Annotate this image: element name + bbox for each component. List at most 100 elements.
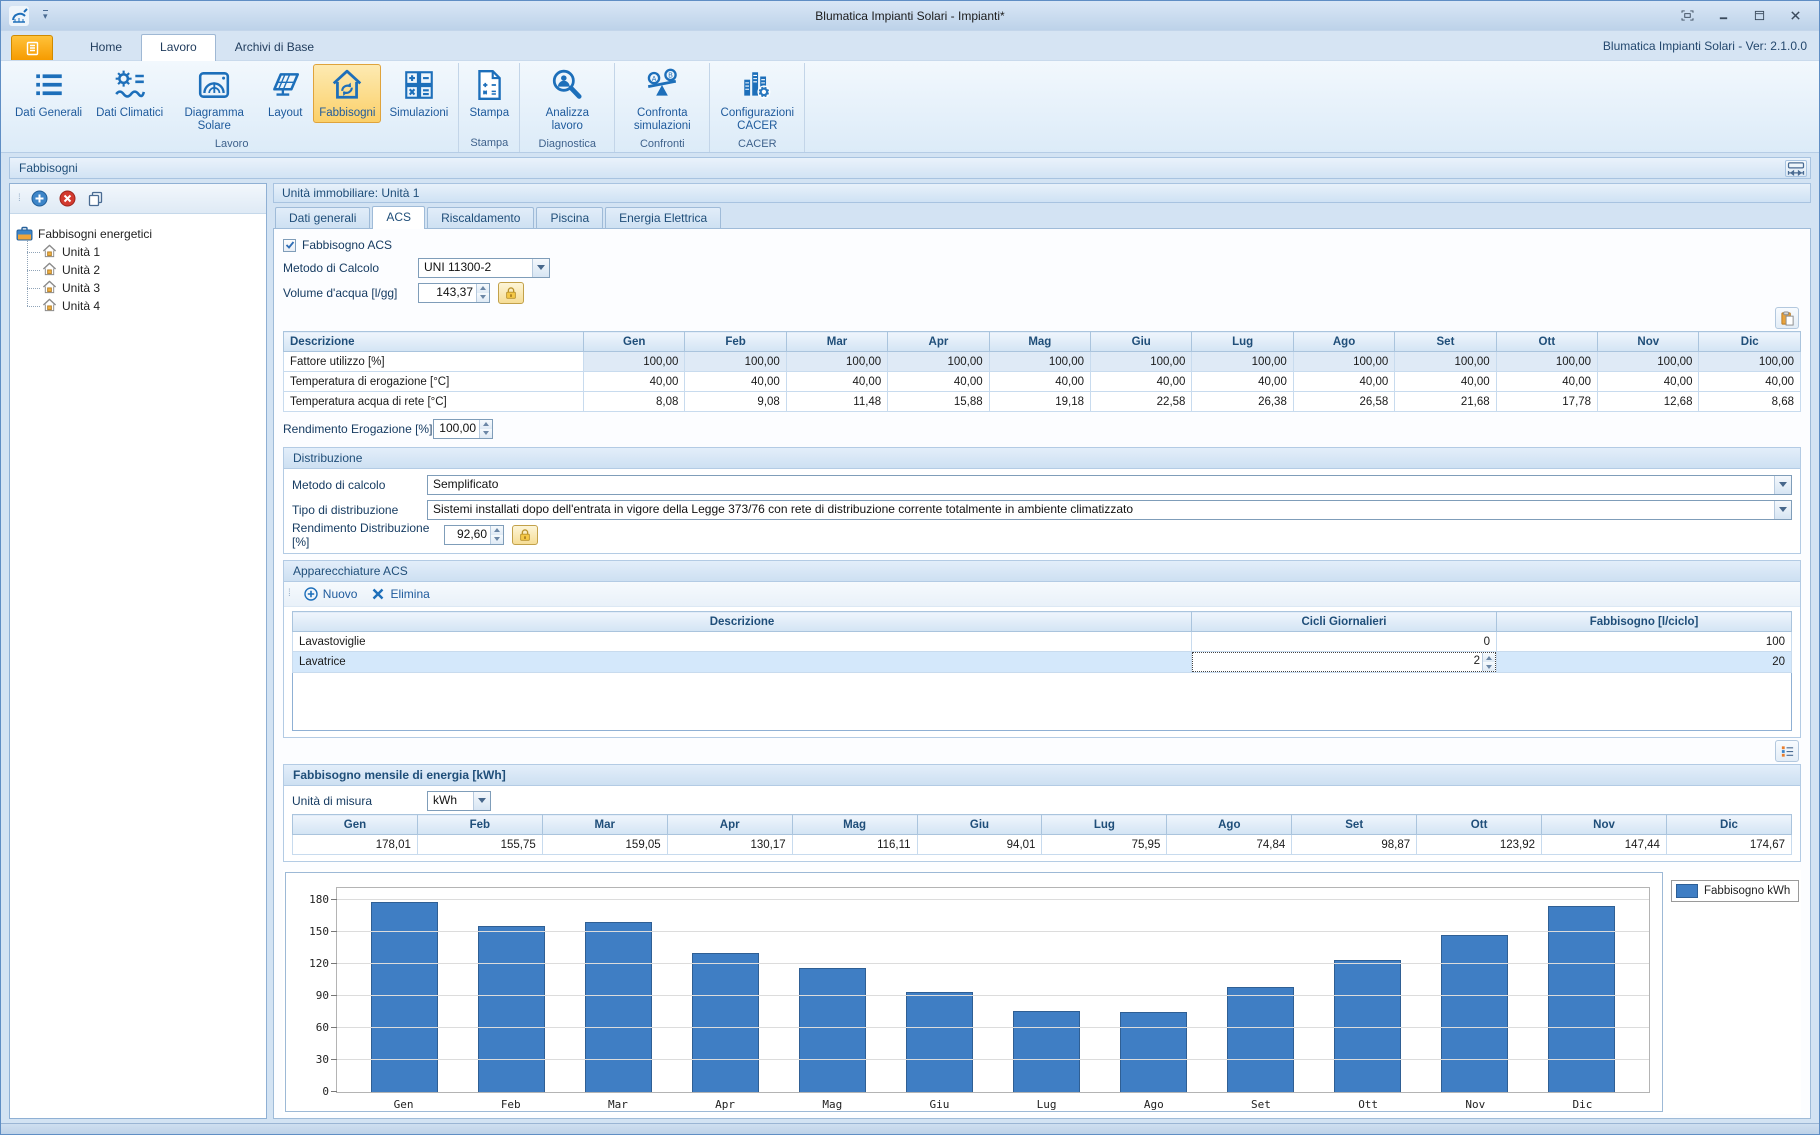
table-row[interactable]: Temperatura acqua di rete [°C]8,089,0811…	[284, 392, 1801, 412]
month-value-cell[interactable]: 40,00	[989, 372, 1090, 392]
month-value-cell[interactable]: 100,00	[786, 352, 887, 372]
energy-value-cell[interactable]: 174,67	[1666, 835, 1791, 855]
month-value-cell[interactable]: 17,78	[1496, 392, 1597, 412]
dist-metodo-combo[interactable]: Semplificato	[427, 475, 1792, 495]
maximize-icon[interactable]	[1747, 7, 1771, 24]
ribbon-button-analizza-lavoro[interactable]: Analizza lavoro	[524, 64, 610, 137]
volume-lock-button[interactable]	[498, 282, 524, 304]
tree-item-unit-3[interactable]: Unità 3	[27, 279, 260, 297]
descrizione-cell[interactable]: Lavatrice	[293, 652, 1192, 673]
copy-item-icon[interactable]	[87, 190, 104, 207]
tab-piscina[interactable]: Piscina	[536, 207, 603, 229]
energy-value-cell[interactable]: 130,17	[667, 835, 792, 855]
ribbon-button-configurazioni-cacer[interactable]: Configurazioni CACER	[714, 64, 800, 137]
fabbisogno-acs-checkbox[interactable]	[283, 239, 296, 252]
table-row-lavastoviglie[interactable]: Lavastoviglie0100	[293, 632, 1792, 652]
chevron-down-icon[interactable]	[473, 792, 490, 810]
ribbon-button-diagramma-solare[interactable]: Diagramma Solare	[171, 64, 257, 137]
month-value-cell[interactable]: 40,00	[1192, 372, 1293, 392]
tree-item-unit-4[interactable]: Unità 4	[27, 297, 260, 315]
month-value-cell[interactable]: 40,00	[1598, 372, 1699, 392]
fabbisogno-cell[interactable]: 100	[1497, 632, 1792, 652]
chevron-down-icon[interactable]	[532, 259, 549, 277]
cicli-cell[interactable]: 0	[1192, 632, 1497, 652]
metodo-calcolo-combo[interactable]: UNI 11300-2	[418, 258, 550, 278]
month-value-cell[interactable]: 21,68	[1395, 392, 1496, 412]
month-value-cell[interactable]: 12,68	[1598, 392, 1699, 412]
paste-button[interactable]	[1775, 307, 1799, 329]
month-value-cell[interactable]: 40,00	[1293, 372, 1394, 392]
tab-acs[interactable]: ACS	[372, 206, 425, 229]
month-value-cell[interactable]: 100,00	[1598, 352, 1699, 372]
month-value-cell[interactable]: 40,00	[1395, 372, 1496, 392]
dist-tipo-combo[interactable]: Sistemi installati dopo dell'entrata in …	[427, 500, 1792, 520]
month-value-cell[interactable]: 40,00	[1091, 372, 1192, 392]
month-value-cell[interactable]: 100,00	[888, 352, 989, 372]
toolbar-grip[interactable]: ⁞	[18, 194, 20, 204]
ribbon-button-stampa[interactable]: Stampa	[463, 64, 515, 123]
month-value-cell[interactable]: 11,48	[786, 392, 887, 412]
ribbon-tab-home[interactable]: Home	[71, 34, 141, 60]
unita-misura-combo[interactable]: kWh	[427, 791, 491, 811]
toolbar-grip[interactable]: ⁞	[288, 589, 290, 599]
month-value-cell[interactable]: 40,00	[1699, 372, 1801, 392]
month-value-cell[interactable]: 100,00	[685, 352, 786, 372]
month-value-cell[interactable]: 19,18	[989, 392, 1090, 412]
month-value-cell[interactable]: 40,00	[888, 372, 989, 392]
close-icon[interactable]	[1783, 7, 1807, 24]
tree-root-fabbisogni-energetici[interactable]: Fabbisogni energetici	[16, 224, 260, 243]
ribbon-tab-archivi-di-base[interactable]: Archivi di Base	[216, 34, 333, 60]
tab-riscaldamento[interactable]: Riscaldamento	[427, 207, 534, 229]
grid-options-button[interactable]	[1775, 740, 1799, 762]
month-value-cell[interactable]: 100,00	[1091, 352, 1192, 372]
table-row[interactable]: Temperatura di erogazione [°C]40,0040,00…	[284, 372, 1801, 392]
month-value-cell[interactable]: 100,00	[584, 352, 685, 372]
energy-value-cell[interactable]: 123,92	[1417, 835, 1542, 855]
spin-down-icon[interactable]	[1483, 662, 1495, 671]
rendimento-erogazione-stepper[interactable]: 100,00	[433, 419, 493, 439]
month-value-cell[interactable]: 8,68	[1699, 392, 1801, 412]
energy-value-cell[interactable]: 98,87	[1292, 835, 1417, 855]
cicli-cell-editing[interactable]: 2	[1192, 652, 1497, 673]
month-value-cell[interactable]: 9,08	[685, 392, 786, 412]
chevron-down-icon[interactable]	[1774, 501, 1791, 519]
delete-item-icon[interactable]	[59, 190, 76, 207]
energy-values-row[interactable]: 178,01155,75159,05130,17116,1194,0175,95…	[293, 835, 1792, 855]
file-menu-button[interactable]	[11, 35, 53, 60]
spin-up-icon[interactable]	[491, 526, 503, 535]
tab-energia-elettrica[interactable]: Energia Elettrica	[605, 207, 721, 229]
quick-access-dropdown-icon[interactable]: ▾	[43, 10, 48, 21]
spin-up-icon[interactable]	[477, 284, 489, 293]
table-row[interactable]: Fattore utilizzo [%]100,00100,00100,0010…	[284, 352, 1801, 372]
dist-rendimento-lock-button[interactable]	[512, 525, 538, 545]
add-item-icon[interactable]	[31, 190, 48, 207]
spin-up-icon[interactable]	[480, 420, 492, 429]
elimina-button[interactable]: Elimina	[371, 587, 429, 601]
tree-item-unit-2[interactable]: Unità 2	[27, 261, 260, 279]
month-value-cell[interactable]: 100,00	[1496, 352, 1597, 372]
ribbon-button-fabbisogni[interactable]: Fabbisogni	[313, 64, 381, 123]
cicli-cell-editor[interactable]: 2	[1192, 652, 1496, 672]
descrizione-cell[interactable]: Lavastoviglie	[293, 632, 1192, 652]
nuovo-button[interactable]: Nuovo	[304, 587, 358, 601]
energy-value-cell[interactable]: 75,95	[1042, 835, 1167, 855]
table-row-lavatrice[interactable]: Lavatrice220	[293, 652, 1792, 673]
ribbon-button-dati-generali[interactable]: Dati Generali	[9, 64, 88, 123]
month-value-cell[interactable]: 100,00	[1395, 352, 1496, 372]
ribbon-button-layout[interactable]: Layout	[259, 64, 311, 123]
energy-value-cell[interactable]: 116,11	[792, 835, 917, 855]
month-value-cell[interactable]: 15,88	[888, 392, 989, 412]
energy-value-cell[interactable]: 94,01	[917, 835, 1042, 855]
energy-value-cell[interactable]: 147,44	[1542, 835, 1667, 855]
tree-item-unit-1[interactable]: Unità 1	[27, 243, 260, 261]
fit-window-icon[interactable]	[1675, 7, 1699, 24]
month-value-cell[interactable]: 100,00	[989, 352, 1090, 372]
month-value-cell[interactable]: 40,00	[685, 372, 786, 392]
spin-down-icon[interactable]	[480, 429, 492, 438]
spin-down-icon[interactable]	[491, 535, 503, 544]
dist-rendimento-stepper[interactable]: 92,60	[444, 525, 504, 545]
minimize-icon[interactable]	[1711, 7, 1735, 24]
month-value-cell[interactable]: 40,00	[584, 372, 685, 392]
panel-layout-icon[interactable]	[1785, 160, 1807, 177]
ribbon-button-confronta-simulazioni[interactable]: ABConfronta simulazioni	[619, 64, 705, 137]
